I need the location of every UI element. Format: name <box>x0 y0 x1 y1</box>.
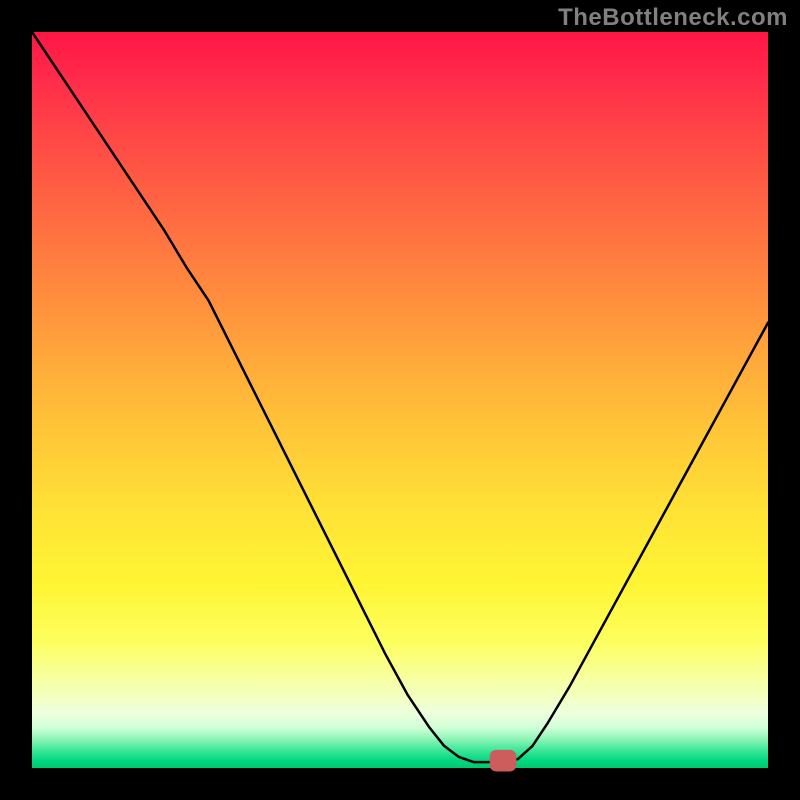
optimal-point-marker <box>490 750 516 771</box>
bottleneck-chart <box>0 0 800 800</box>
watermark-text: TheBottleneck.com <box>558 4 788 32</box>
chart-stage: TheBottleneck.com <box>0 0 800 800</box>
gradient-background <box>32 32 768 768</box>
